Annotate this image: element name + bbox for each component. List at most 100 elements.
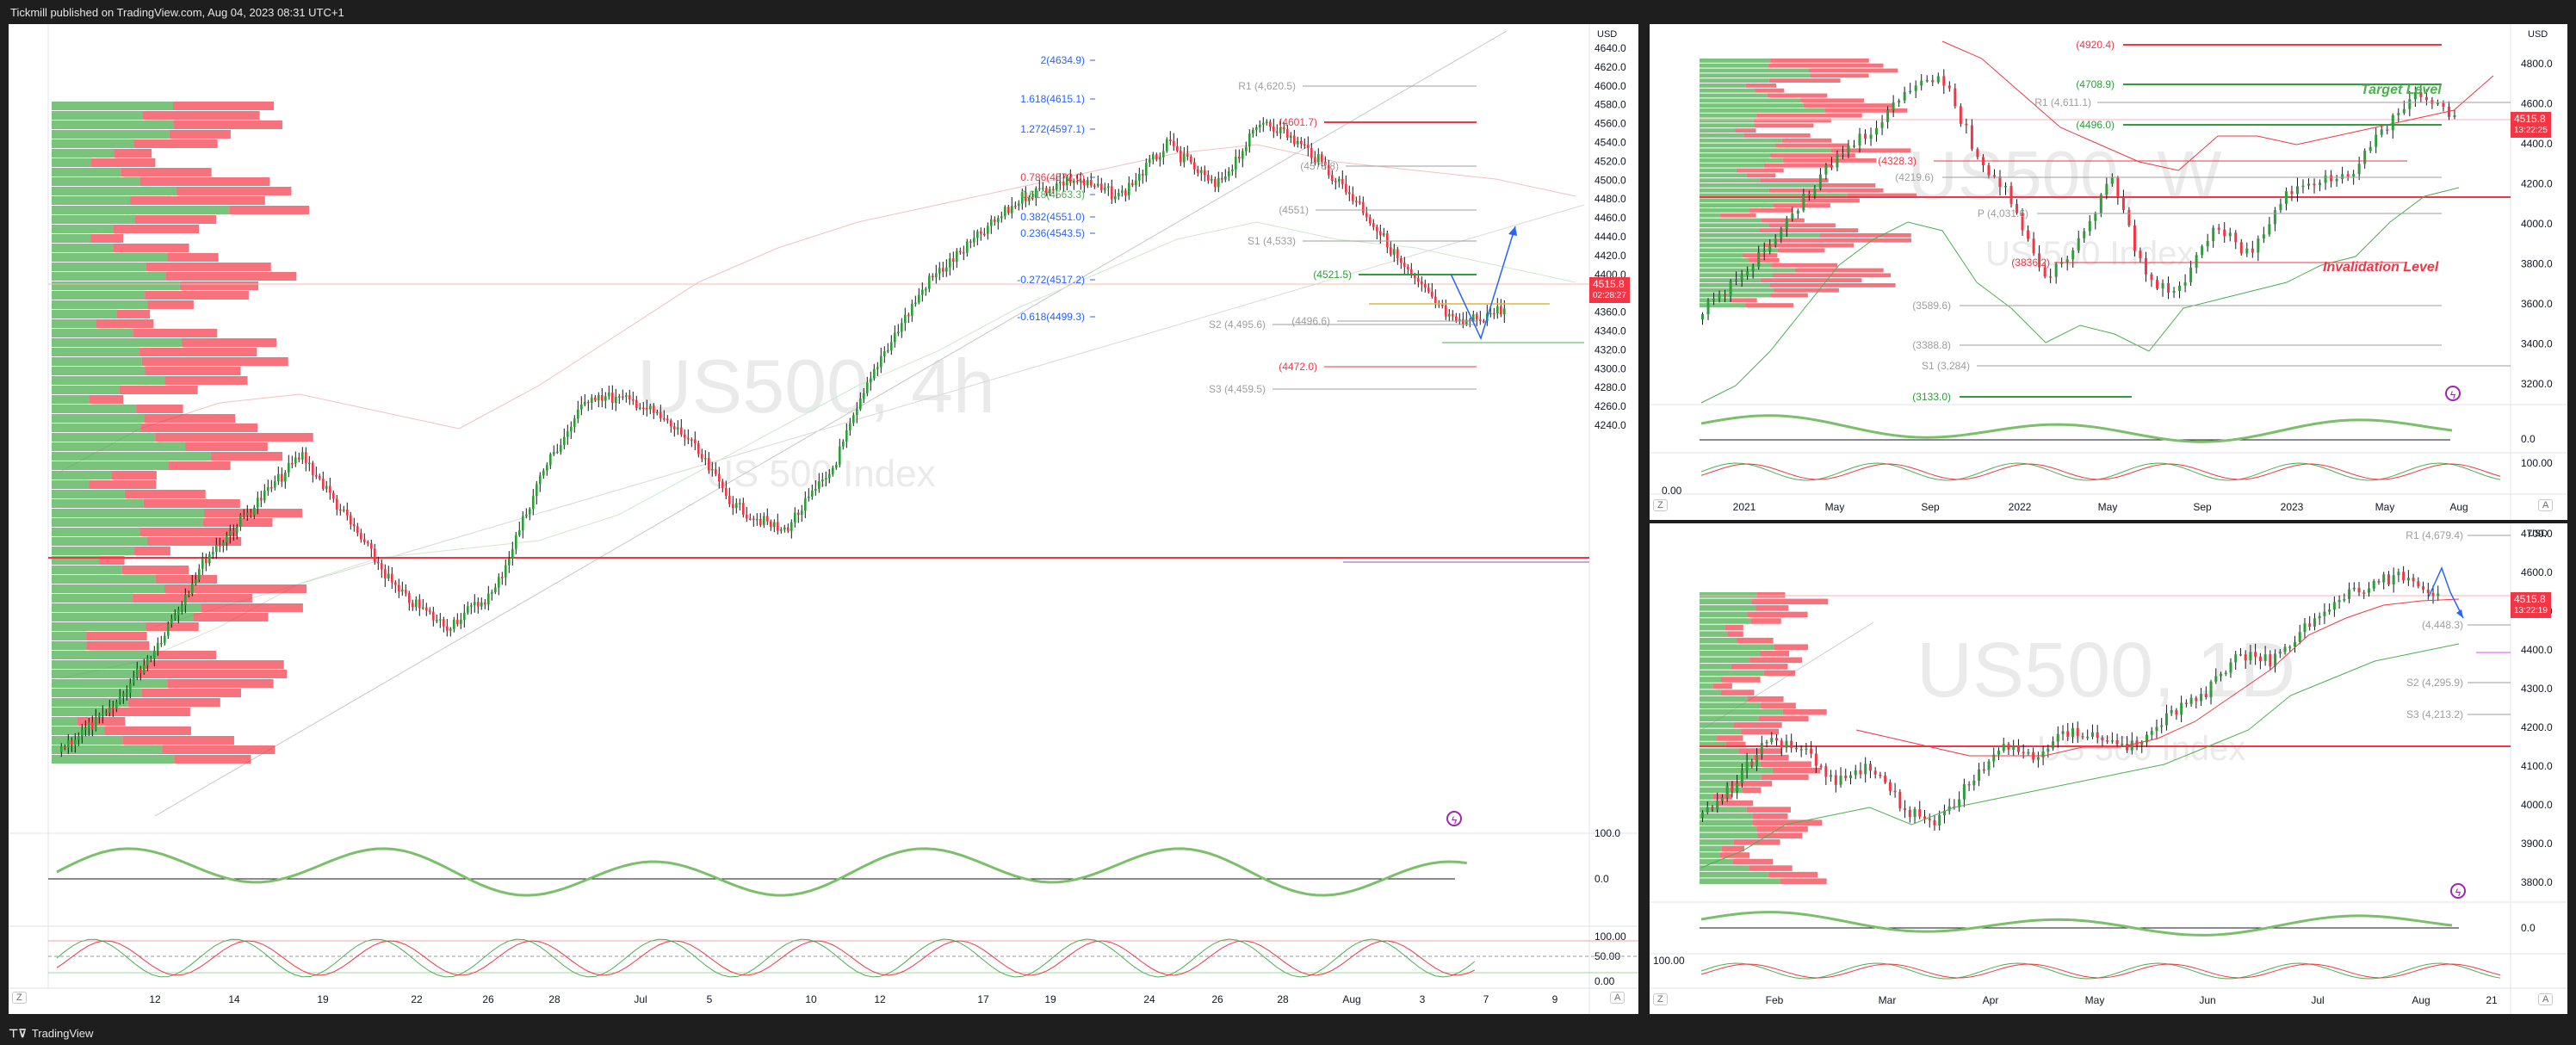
volume-profile-bar: [1782, 158, 1877, 163]
candle: [2183, 281, 2187, 286]
candle: [1942, 76, 1946, 86]
candle: [2201, 246, 2204, 256]
candle: [2330, 175, 2333, 182]
pivot-label: (4472.0): [1279, 361, 1317, 373]
candle: [2273, 210, 2276, 225]
candle: [491, 591, 493, 594]
chart-panel-daily[interactable]: US500, 1D US 500 Index 4700.04600.04500.…: [1650, 523, 2567, 1014]
candle: [2121, 196, 2125, 210]
candle: [2298, 632, 2301, 642]
zoom-corner-button[interactable]: Z: [1653, 993, 1668, 1005]
volume-profile-bar: [1753, 754, 1789, 761]
candle: [2212, 227, 2215, 242]
zoom-corner-button[interactable]: Z: [1653, 499, 1668, 511]
candle: [1180, 151, 1182, 163]
candle: [2328, 609, 2331, 612]
candle: [980, 231, 982, 234]
volume-profile-bar: [106, 708, 190, 716]
candle: [1083, 180, 1086, 186]
zoom-corner-button[interactable]: Z: [12, 992, 27, 1004]
volume-profile-bar: [1700, 123, 1755, 128]
candle: [1138, 173, 1141, 181]
volume-profile-bar: [52, 215, 135, 224]
candle: [381, 563, 383, 570]
volume-profile-bar: [1700, 188, 1769, 193]
candle: [825, 478, 827, 479]
candle: [1400, 258, 1403, 263]
candle: [1273, 127, 1275, 132]
tradingview-logo[interactable]: ⊤⊽ TradingView: [9, 1027, 93, 1041]
candle: [797, 512, 800, 515]
candle: [2012, 745, 2016, 750]
volume-profile-bar: [52, 632, 87, 640]
candle: [1701, 812, 1704, 818]
candle: [515, 535, 517, 549]
publish-title: Tickmill published on TradingView.com, A…: [10, 6, 344, 19]
chart-panel-4h[interactable]: US500, 4h US 500 Index 4640.0 4620.0 4600.…: [9, 24, 1638, 1014]
candle: [842, 442, 845, 447]
chart-panel-weekly[interactable]: US500, W US 500 Index 4800.0 4600.0 4400.0…: [1650, 24, 2567, 520]
candle: [1914, 85, 1917, 91]
candle: [1087, 180, 1089, 186]
time-tick-label: 26: [1211, 993, 1223, 1005]
volume-profile-bar: [1756, 826, 1808, 832]
candle: [2170, 710, 2173, 714]
candle: [294, 457, 297, 464]
candle: [525, 514, 528, 516]
candle: [281, 473, 283, 482]
candle: [1469, 319, 1471, 321]
candle: [236, 527, 238, 533]
candle: [580, 404, 583, 410]
candle: [1802, 193, 1805, 211]
candle: [549, 454, 552, 466]
candle: [649, 405, 652, 410]
price-tick-label: 3600.0: [2521, 298, 2553, 310]
osc-tick: 0.0: [2521, 433, 2536, 445]
candle: [1959, 106, 1962, 124]
price-chart-daily[interactable]: 4700.04600.04500.04400.04300.04200.04100…: [1650, 523, 2567, 1014]
candle: [2369, 146, 2372, 151]
candle: [274, 481, 276, 488]
candle: [1725, 785, 1729, 798]
price-chart-weekly[interactable]: 4800.0 4600.0 4400.0 4200.0 4000.0 3800.0 3600…: [1650, 24, 2567, 520]
time-tick-label: Sep: [2193, 501, 2212, 513]
candle: [739, 503, 741, 504]
fib-label: 1.618(4615.1): [1020, 93, 1085, 105]
candle: [1847, 145, 1850, 154]
candle: [1886, 109, 1890, 122]
candle: [1824, 766, 1828, 777]
candle: [2348, 589, 2351, 599]
candle: [1813, 188, 1817, 196]
auto-scale-button[interactable]: A: [1610, 992, 1625, 1004]
candle: [2004, 186, 2007, 188]
volume-profile-bar: [124, 490, 206, 498]
volume-profile-bar: [52, 367, 146, 375]
candle: [436, 620, 438, 621]
osc-tick: 100.0: [1595, 827, 1620, 839]
candle: [498, 577, 500, 588]
candle: [343, 509, 345, 511]
auto-scale-button[interactable]: A: [2538, 499, 2554, 511]
lightning-icon[interactable]: ϟ: [2445, 386, 2461, 401]
candle: [2032, 238, 2035, 254]
candle: [2178, 285, 2182, 291]
candle: [2419, 92, 2423, 97]
auto-scale-button[interactable]: A: [2538, 993, 2554, 1005]
volume-profile-bar: [164, 584, 307, 593]
volume-profile-bar: [1771, 263, 1838, 268]
candle: [629, 395, 631, 400]
candle: [1396, 249, 1399, 259]
volume-profile-bar: [1767, 93, 1828, 98]
pivot-label: (4601.7): [1279, 116, 1317, 128]
volume-profile-bar: [1754, 123, 1814, 128]
candle: [508, 558, 511, 566]
price-chart-4h[interactable]: 4640.0 4620.0 4600.0 4580.0 4560.0 4540.0 4520…: [9, 24, 1638, 1014]
price-tick-label: 4260.0: [1595, 400, 1626, 412]
candle: [1100, 183, 1103, 190]
candle: [1224, 176, 1227, 180]
lightning-icon[interactable]: ϟ: [2450, 883, 2466, 899]
candle: [876, 367, 879, 369]
volume-profile-bar: [1752, 819, 1823, 825]
lightning-icon[interactable]: ϟ: [1446, 811, 1462, 826]
candle: [2071, 727, 2074, 738]
